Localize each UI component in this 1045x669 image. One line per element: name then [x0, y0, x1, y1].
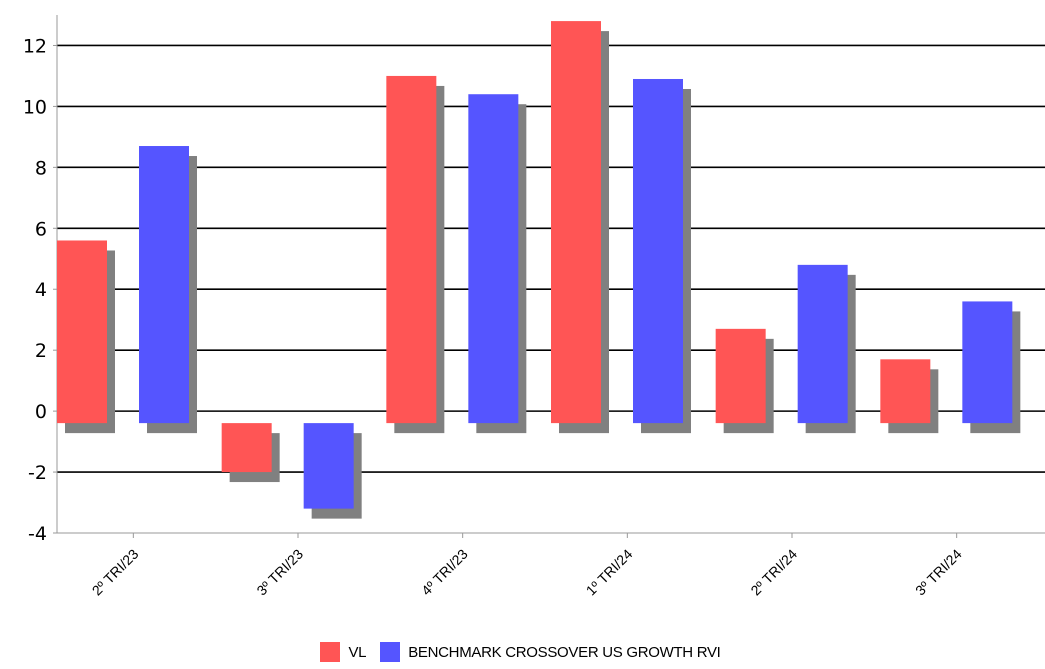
x-tick-label: 2º TRI/24	[747, 546, 800, 599]
legend-item-benchmark: BENCHMARK CROSSOVER US GROWTH RVI	[380, 642, 721, 662]
y-tick-label: 0	[35, 401, 47, 423]
bar-vl	[221, 423, 272, 473]
x-tick-label: 2º TRI/23	[89, 546, 142, 599]
legend-label-benchmark: BENCHMARK CROSSOVER US GROWTH RVI	[408, 643, 721, 661]
bar-vl	[386, 75, 437, 424]
bar-benchmark	[962, 301, 1013, 424]
y-tick-label: 12	[23, 35, 47, 57]
bar-benchmark	[797, 264, 848, 424]
x-tick-label: 3º TRI/24	[912, 546, 965, 599]
bar-benchmark	[633, 78, 683, 424]
x-tick-label: 4º TRI/23	[418, 546, 471, 599]
x-tick-label: 1º TRI/24	[583, 546, 636, 599]
y-tick-label: 4	[35, 279, 47, 301]
y-tick-label: 10	[23, 96, 47, 118]
legend-label-vl: VL	[348, 643, 367, 661]
bar-vl	[551, 21, 601, 424]
bar-benchmark	[468, 94, 519, 424]
y-tick-label: 8	[35, 157, 47, 179]
bar-benchmark	[303, 423, 354, 509]
y-tick-label: 2	[35, 340, 47, 362]
y-tick-label: -2	[28, 462, 47, 484]
legend-swatch-vl	[320, 642, 341, 662]
x-axis: 2º TRI/23 3º TRI/23 4º TRI/23 1º TRI/24 2º T…	[57, 532, 1045, 599]
bar-benchmark	[139, 146, 189, 424]
bar-vl	[880, 359, 931, 424]
bar-vl	[57, 240, 107, 424]
bars	[57, 21, 1021, 519]
x-tick-label: 3º TRI/23	[253, 546, 306, 599]
y-axis: -4 -2 0 2 4 6 8 10 12	[23, 15, 58, 545]
legend: VL BENCHMARK CROSSOVER US GROWTH RVI	[0, 642, 1045, 662]
bar-vl	[715, 328, 766, 424]
y-tick-label: 6	[35, 218, 47, 240]
bar-chart: -4 -2 0 2 4 6 8 10 12 2º TRI/23 3º TRI/23 4º TRI/2…	[23, 15, 1045, 599]
y-tick-label: -4	[28, 523, 47, 545]
legend-swatch-benchmark	[380, 642, 401, 662]
legend-item-vl: VL	[320, 642, 366, 662]
